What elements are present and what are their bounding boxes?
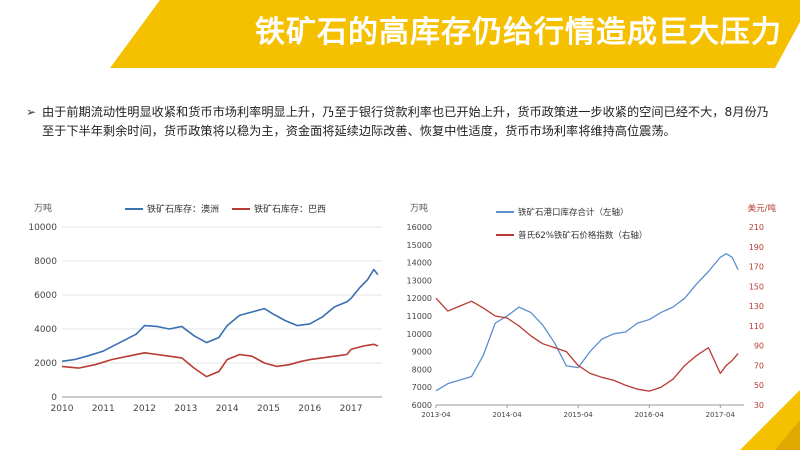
y-tick-label: 4000 bbox=[34, 325, 57, 335]
y-tick-label: 8000 bbox=[34, 257, 57, 267]
right-y-tick-label: 150 bbox=[749, 282, 764, 291]
x-tick-label: 2016 bbox=[298, 404, 321, 414]
x-tick-label: 2010 bbox=[51, 404, 74, 414]
x-tick-label: 2014 bbox=[216, 404, 239, 414]
left-y-tick-label: 13000 bbox=[407, 276, 432, 285]
left-y-tick-label: 9000 bbox=[412, 348, 432, 357]
x-tick-label: 2013-04 bbox=[421, 411, 451, 419]
right-y-tick-label: 70 bbox=[754, 361, 764, 370]
left-y-tick-label: 10000 bbox=[407, 330, 432, 339]
right-y-tick-label: 50 bbox=[754, 381, 764, 390]
right-y-tick-label: 190 bbox=[749, 243, 764, 252]
right-y-tick-label: 130 bbox=[749, 302, 764, 311]
x-tick-label: 2011 bbox=[92, 404, 115, 414]
right-y-tick-label: 30 bbox=[754, 401, 764, 410]
y-tick-label: 2000 bbox=[34, 359, 57, 369]
legend-label: 铁矿石库存：巴西 bbox=[254, 203, 326, 215]
x-tick-label: 2015-04 bbox=[564, 411, 594, 419]
left-y-tick-label: 6000 bbox=[412, 401, 432, 410]
x-tick-label: 2015 bbox=[257, 404, 280, 414]
legend-label: 铁矿石库存：澳洲 bbox=[147, 203, 219, 215]
title-banner bbox=[0, 0, 800, 68]
left-y-tick-label: 8000 bbox=[412, 365, 432, 374]
right-y-tick-label: 170 bbox=[749, 263, 764, 272]
left-y-tick-label: 14000 bbox=[407, 259, 432, 268]
legend-label: 普氏62%铁矿石价格指数（右轴） bbox=[518, 230, 647, 241]
y-axis-unit-label: 万吨 bbox=[34, 202, 52, 214]
corner-accent-small bbox=[775, 420, 800, 450]
left-y-tick-label: 7000 bbox=[412, 383, 432, 392]
x-tick-label: 2017-04 bbox=[706, 411, 736, 419]
series-line-platts-price bbox=[435, 297, 739, 392]
x-tick-label: 2017 bbox=[340, 404, 363, 414]
left-y-tick-label: 15000 bbox=[407, 241, 432, 250]
legend-label: 铁矿石港口库存合计（左轴） bbox=[518, 207, 629, 218]
left-y-tick-label: 11000 bbox=[407, 312, 432, 321]
y-tick-label: 6000 bbox=[34, 291, 57, 301]
series-line-australia bbox=[61, 268, 379, 363]
x-tick-label: 2013 bbox=[174, 404, 197, 414]
left-y-tick-label: 12000 bbox=[407, 294, 432, 303]
corner-accent bbox=[740, 390, 800, 450]
y-tick-label: 0 bbox=[51, 393, 57, 403]
y-tick-label: 10000 bbox=[28, 223, 57, 233]
x-tick-label: 2016-04 bbox=[635, 411, 665, 419]
banner-accent-shape bbox=[110, 0, 800, 68]
page-title: 铁矿石的高库存仍给行情造成巨大压力 bbox=[255, 15, 782, 50]
chart-port-inventory-vs-price: 万吨 美元/吨 6000 7000 8000 9000 10000 11000 12000 130… bbox=[407, 202, 777, 419]
bullet-paragraph: ➢ 由于前期流动性明显收紧和货币市场利率明显上升，乃至于银行贷款利率也已开始上升… bbox=[26, 103, 772, 141]
right-y-tick-label: 90 bbox=[754, 342, 764, 351]
bullet-text: 由于前期流动性明显收紧和货币市场利率明显上升，乃至于银行贷款利率也已开始上升，货… bbox=[42, 105, 769, 138]
right-y-tick-label: 110 bbox=[749, 322, 764, 331]
series-line-port-inventory bbox=[435, 253, 739, 392]
chart-iron-ore-inventory-by-origin: 万吨 0 2000 4000 6000 8000 10000 2010 2011 2012 2013… bbox=[28, 202, 382, 414]
banner-left-shape bbox=[0, 0, 150, 68]
right-y-tick-label: 210 bbox=[749, 223, 764, 232]
left-axis-unit-label: 万吨 bbox=[410, 202, 428, 214]
series-line-brazil bbox=[61, 343, 379, 378]
x-tick-label: 2012 bbox=[133, 404, 156, 414]
left-y-tick-label: 16000 bbox=[407, 223, 432, 232]
arrow-bullet-icon: ➢ bbox=[26, 105, 37, 119]
right-axis-unit-label: 美元/吨 bbox=[748, 203, 777, 214]
x-tick-label: 2014-04 bbox=[492, 411, 522, 419]
corner-accent-large bbox=[740, 390, 800, 450]
